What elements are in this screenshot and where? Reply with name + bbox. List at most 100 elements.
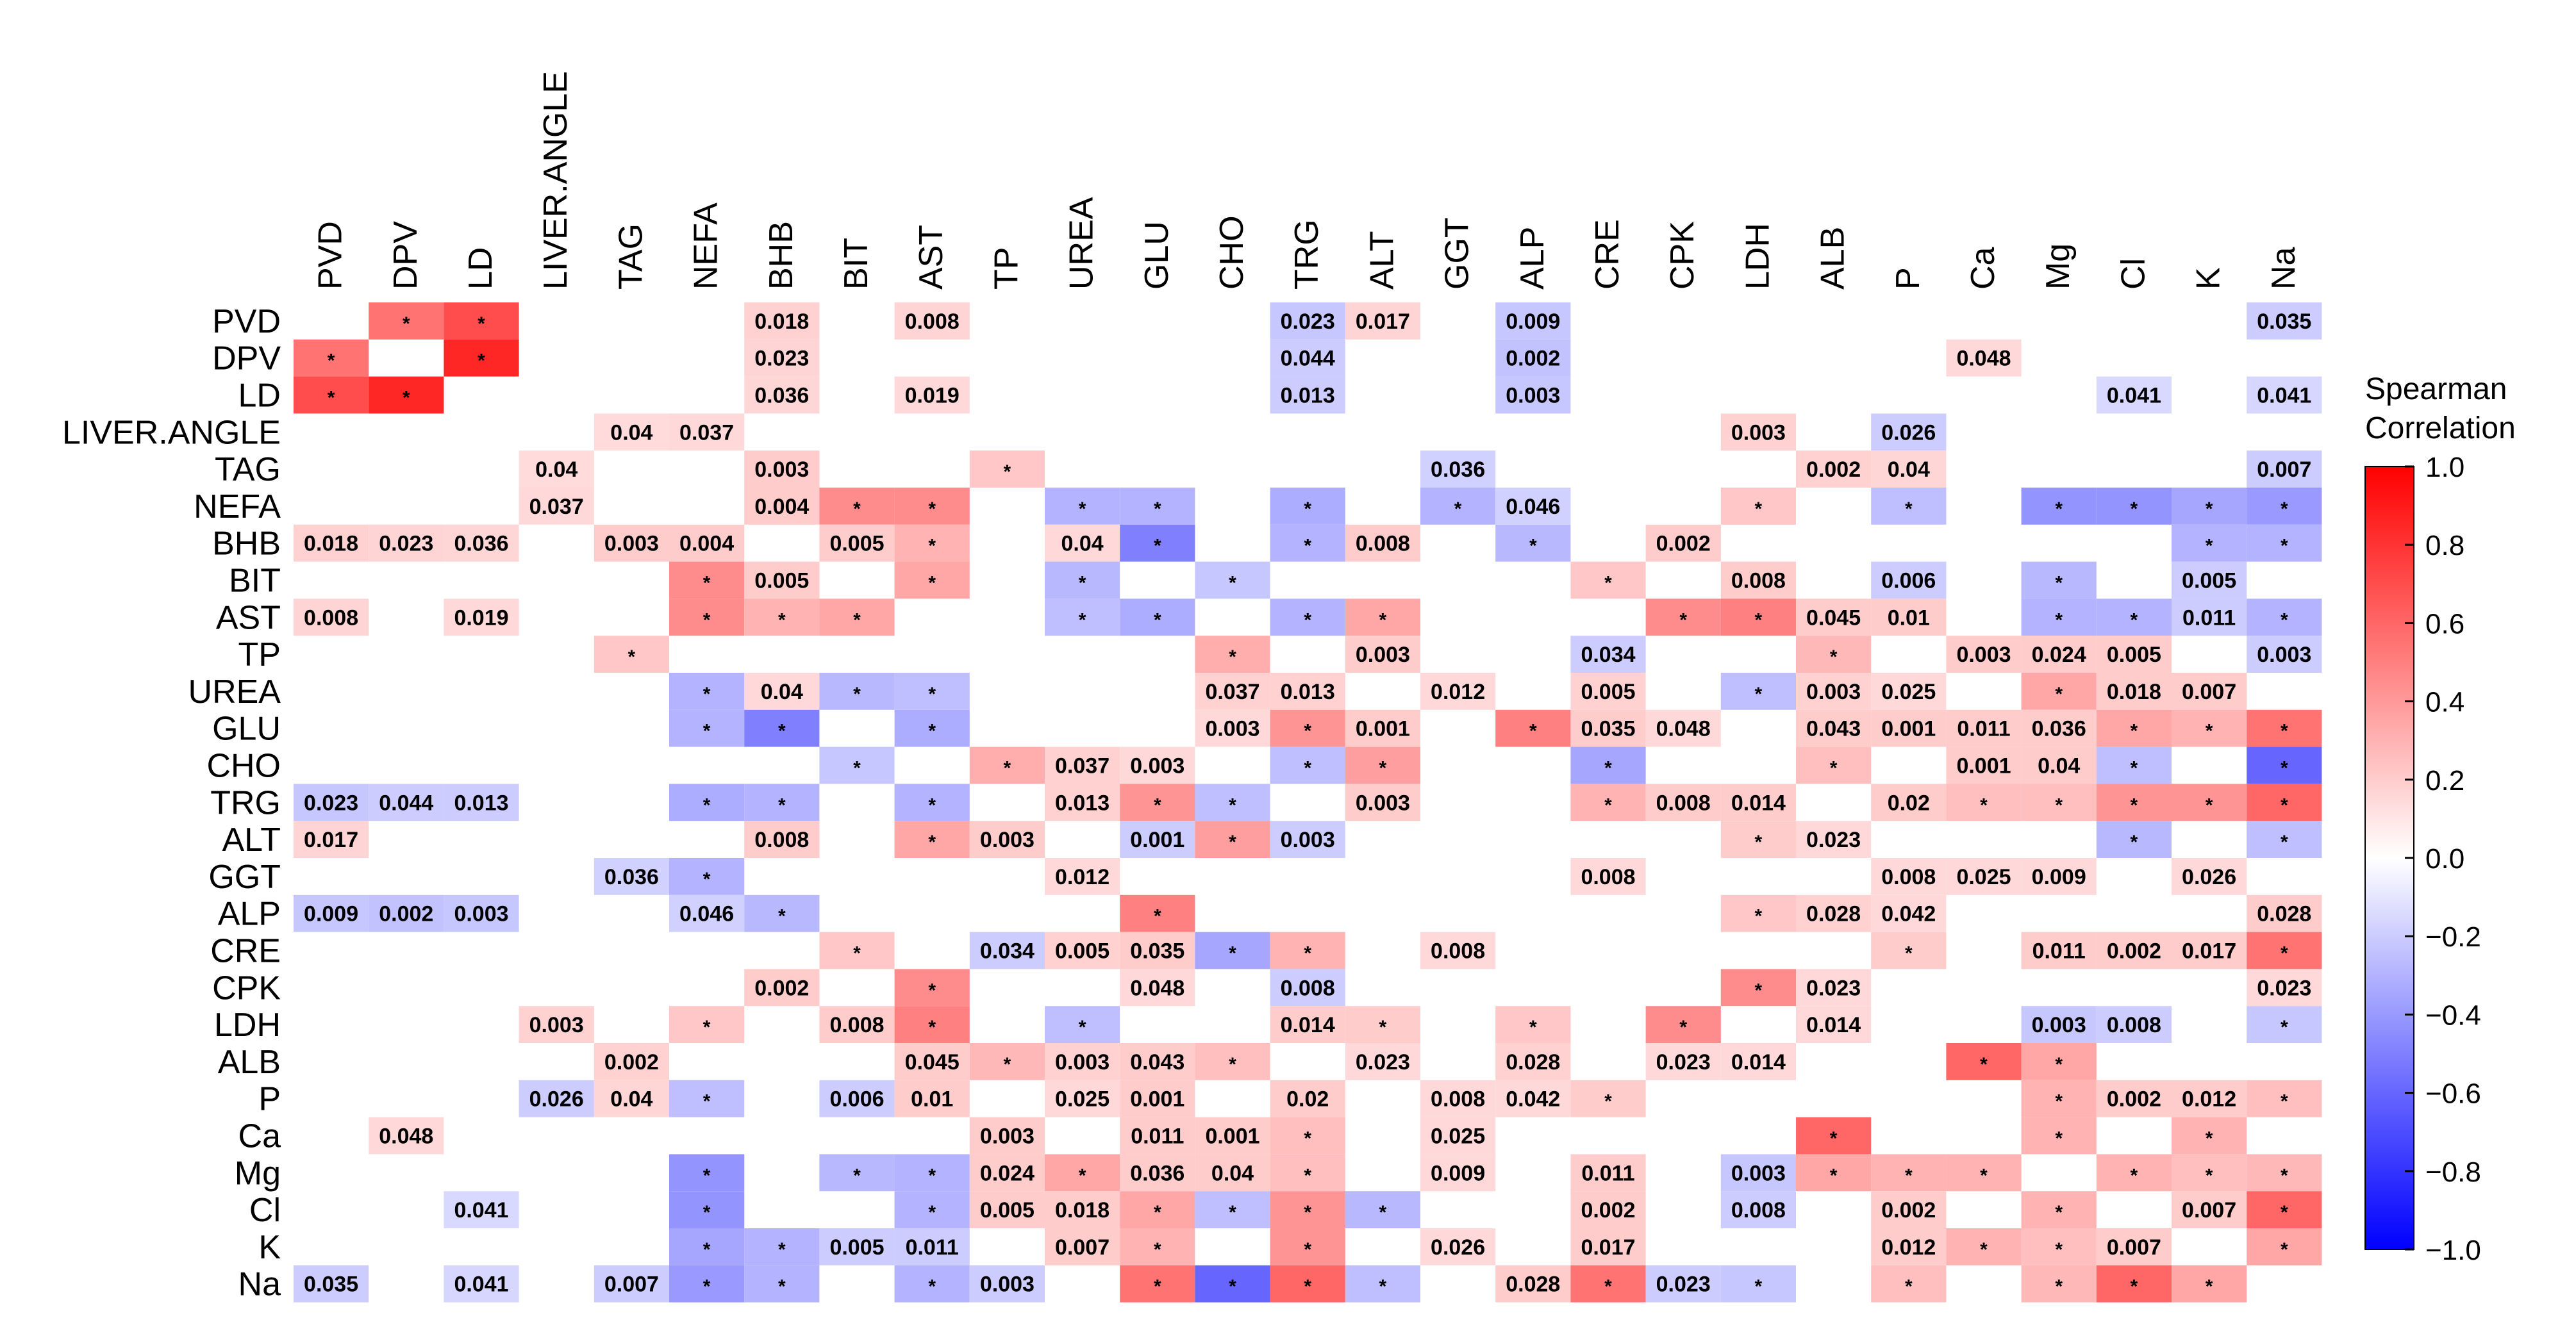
heatmap-cell (2172, 598, 2247, 636)
heatmap-cell (894, 1080, 970, 1117)
cell-label: 0.02 (1888, 791, 1930, 815)
heatmap-cell (1045, 932, 1120, 969)
cell-label: 0.035 (2257, 309, 2311, 334)
heatmap-cell (1570, 784, 1646, 821)
column-label: UREA (1063, 197, 1101, 290)
cell-label: 0.008 (1431, 939, 1485, 964)
cell-label: * (2281, 1239, 2288, 1260)
cell-label: 0.04 (535, 457, 578, 482)
heatmap-cell (1796, 598, 1872, 636)
legend-tick-label: 1.0 (2425, 452, 2464, 483)
cell-label: 0.036 (2032, 717, 2086, 741)
heatmap-cell (2096, 1228, 2172, 1265)
legend-tick-label: 0.4 (2425, 687, 2464, 718)
cell-label: * (1379, 1276, 1387, 1297)
heatmap-cell (1570, 1080, 1646, 1117)
heatmap-cell (1420, 1080, 1496, 1117)
cell-label: 0.041 (2257, 384, 2311, 408)
cell-label: 0.007 (1055, 1235, 1109, 1260)
cell-label: 0.005 (829, 532, 884, 556)
cell-label: * (1229, 646, 1236, 668)
cell-label: * (2131, 721, 2138, 742)
heatmap-cell (1495, 339, 1571, 377)
cell-label: 0.009 (1506, 309, 1560, 334)
cell-label: 0.009 (304, 902, 358, 926)
heatmap-cell (594, 1080, 669, 1117)
cell-label: 0.018 (1055, 1198, 1109, 1223)
cell-label: * (478, 350, 485, 372)
heatmap-cell (1495, 1006, 1571, 1043)
color-legend: Spearman Correlation 1.0 0.8 0.6 0.4 0.2 0.0 −… (2364, 372, 2516, 1266)
heatmap-cell (1946, 858, 2022, 895)
heatmap-cell (1871, 709, 1947, 747)
heatmap-cell (1871, 858, 1947, 895)
heatmap-cell (1645, 1006, 1721, 1043)
heatmap-cell (1946, 784, 2022, 821)
heatmap-cell (1270, 969, 1345, 1007)
cell-label: 0.003 (1506, 384, 1560, 408)
heatmap-cell (669, 1228, 745, 1265)
heatmap-cell (1871, 784, 1947, 821)
cell-label: 0.044 (1281, 347, 1335, 371)
heatmap-cell (2247, 821, 2322, 858)
heatmap-cell (1045, 1006, 1120, 1043)
cell-label: 0.023 (1806, 976, 1861, 1000)
cell-label: * (1229, 943, 1236, 964)
heatmap-cell (1195, 932, 1270, 969)
cell-label: 0.023 (304, 791, 358, 815)
heatmap-cell (2172, 932, 2247, 969)
heatmap-cell (1270, 339, 1345, 377)
cell-label: 0.002 (1881, 1198, 1936, 1223)
heatmap-cell (2096, 746, 2172, 784)
heatmap-cell (744, 598, 820, 636)
heatmap-cell (1796, 673, 1872, 710)
heatmap-cell (2247, 598, 2322, 636)
heatmap-cell (894, 302, 970, 340)
heatmap-cell (2247, 1154, 2322, 1192)
heatmap-cell (294, 1265, 369, 1303)
cell-label: * (1154, 795, 1161, 816)
cell-label: 0.034 (980, 939, 1035, 964)
heatmap-cell (2247, 894, 2322, 932)
cell-label: * (2055, 1276, 2063, 1297)
heatmap-cell (1195, 821, 1270, 858)
heatmap-cell (1270, 1265, 1345, 1303)
heatmap-cell (1420, 1117, 1496, 1155)
row-label: UREA (188, 673, 281, 711)
cell-label: * (1679, 609, 1687, 630)
heatmap-cell (594, 858, 669, 895)
heatmap-cell (1045, 1228, 1120, 1265)
cell-label: 0.002 (2107, 1087, 2161, 1112)
column-label: ALT (1363, 231, 1400, 290)
heatmap-cell (1495, 488, 1571, 525)
heatmap-cell (444, 894, 519, 932)
cell-label: 0.003 (1205, 717, 1259, 741)
cell-label: 0.025 (1055, 1087, 1109, 1112)
row-label: BHB (212, 525, 281, 563)
row-label: Cl (249, 1192, 281, 1229)
column-label: CPK (1664, 221, 1701, 290)
heatmap-cell (369, 1117, 444, 1155)
cell-label: * (1379, 758, 1387, 779)
heatmap-cell (1796, 709, 1872, 747)
cell-label: 0.002 (1656, 532, 1711, 556)
column-label: Cl (2115, 258, 2152, 290)
heatmap-cell (1345, 1006, 1420, 1043)
cell-label: 0.003 (1806, 680, 1861, 704)
row-label: DPV (212, 340, 281, 377)
cell-label: * (1980, 795, 1988, 816)
cell-label: 0.046 (679, 902, 734, 926)
row-label: Mg (235, 1155, 281, 1192)
heatmap-cell (369, 894, 444, 932)
cell-label: * (1755, 980, 1763, 1001)
cell-label: * (2281, 536, 2288, 557)
heatmap-cell (594, 636, 669, 673)
heatmap-cell (819, 598, 895, 636)
heatmap-cell (1871, 450, 1947, 488)
heatmap-cell (1270, 598, 1345, 636)
cell-label: * (1229, 1054, 1236, 1075)
cell-label: 0.008 (829, 1013, 884, 1037)
heatmap-cell (2172, 561, 2247, 599)
cell-label: * (2131, 1276, 2138, 1297)
heatmap-cell (1495, 1043, 1571, 1080)
